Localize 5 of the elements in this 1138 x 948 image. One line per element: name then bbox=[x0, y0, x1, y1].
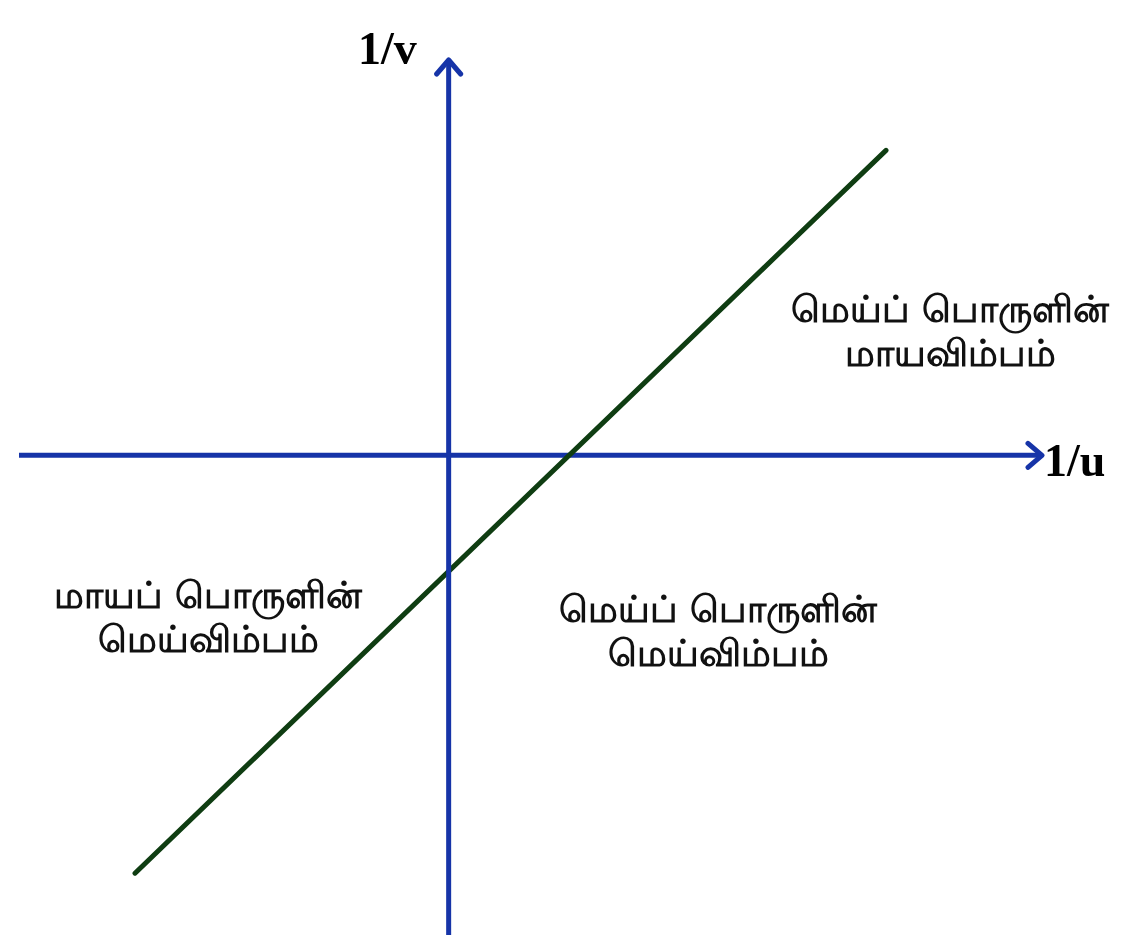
annotation: மெய்ப் பொருளின் மாயவிம்பம் bbox=[789, 288, 1111, 377]
annotation: மாயப் பொருளின் மெய்விம்பம் bbox=[52, 574, 364, 663]
y-axis-title: 1/v bbox=[358, 22, 417, 75]
x-axis-title: 1/u bbox=[1044, 434, 1106, 487]
annotation: மெய்ப் பொருளின் மெய்விம்பம் bbox=[557, 588, 879, 677]
